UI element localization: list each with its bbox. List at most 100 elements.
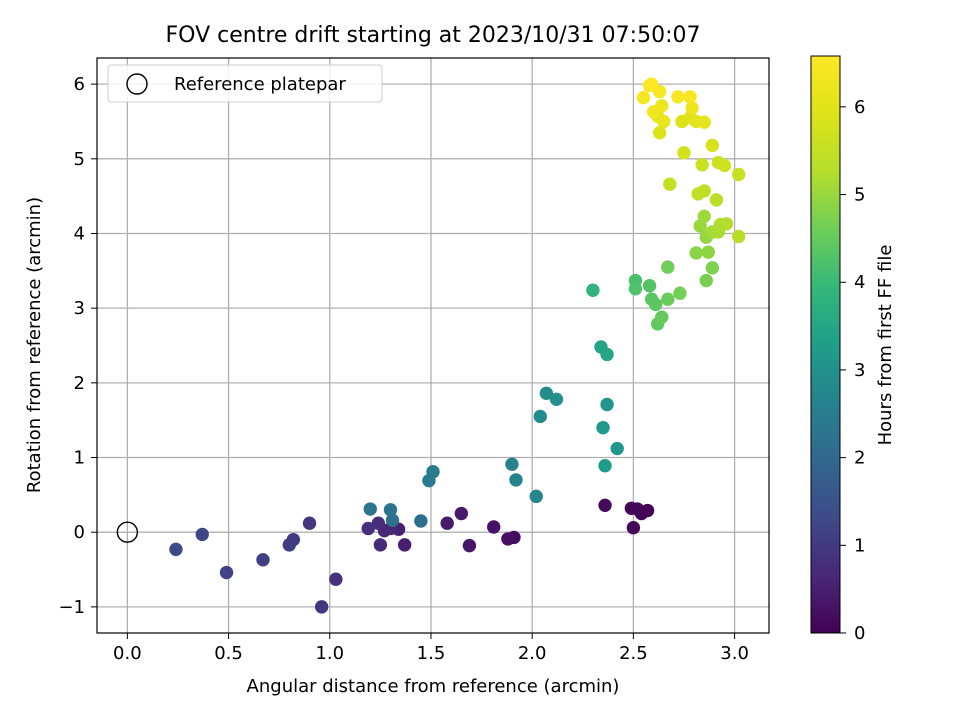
data-point <box>598 459 612 473</box>
data-point <box>610 441 624 456</box>
data-point <box>731 167 746 182</box>
grid <box>97 58 769 633</box>
plot-frame <box>96 57 770 634</box>
data-point <box>361 521 375 536</box>
y-axis-label: Rotation from reference (arcmin) <box>24 197 45 493</box>
x-tick-label: 1.5 <box>417 643 446 664</box>
data-point <box>539 386 554 400</box>
data-point <box>487 520 501 534</box>
data-point <box>661 292 675 306</box>
legend-label: Reference platepar <box>174 74 346 95</box>
data-point <box>600 397 614 412</box>
colorbar-label: Hours from first FF file <box>875 245 896 446</box>
y-tick-label: 5 <box>74 149 85 170</box>
colorbar: 0 1 2 3 4 5 6 Hours from first FF file <box>810 55 896 644</box>
data-point <box>705 138 720 153</box>
data-point <box>256 553 270 567</box>
colorbar-tick-label: 0 <box>854 623 865 644</box>
y-tick-label: 3 <box>74 298 85 319</box>
data-point <box>655 310 669 324</box>
data-point <box>169 542 183 557</box>
colorbar-gradient <box>810 55 841 634</box>
legend: Reference platepar <box>107 64 383 103</box>
legend-box <box>107 64 383 103</box>
data-point <box>371 516 386 530</box>
data-point <box>414 514 428 528</box>
x-axis-label: Angular distance from reference (arcmin) <box>247 676 620 697</box>
colorbar-tick-label: 6 <box>854 97 865 118</box>
x-tick-label: 3.0 <box>720 643 749 664</box>
data-point <box>701 245 715 259</box>
chart-title: FOV centre drift starting at 2023/10/31 … <box>166 23 701 48</box>
data-point <box>719 217 734 231</box>
data-point <box>652 125 667 140</box>
data-point <box>628 282 643 296</box>
data-point <box>454 506 469 521</box>
data-point <box>626 521 641 535</box>
data-point <box>661 260 675 274</box>
data-point <box>501 532 515 546</box>
data-point <box>529 489 543 504</box>
x-tick-label: 0.5 <box>214 643 243 664</box>
data-point <box>363 502 377 516</box>
data-point <box>636 90 651 105</box>
y-tick-label: 0 <box>74 522 85 543</box>
colorbar-tick-label: 5 <box>854 185 865 206</box>
data-point <box>302 516 317 530</box>
data-point <box>691 187 705 201</box>
data-point <box>697 115 711 129</box>
data-point <box>663 177 677 191</box>
y-tick-label: 2 <box>74 373 85 394</box>
colorbar-ticks: 0 1 2 3 4 5 6 <box>840 97 865 644</box>
legend-marker <box>126 73 148 95</box>
data-point <box>699 273 713 288</box>
colorbar-tick-label: 4 <box>854 272 865 293</box>
data-point <box>683 90 697 104</box>
data-point <box>385 513 400 527</box>
data-point <box>596 420 610 435</box>
data-point <box>314 600 329 614</box>
data-point <box>509 473 523 487</box>
data-point <box>462 538 477 553</box>
colorbar-tick-label: 2 <box>854 448 865 469</box>
data-point <box>644 77 659 91</box>
y-tick-label: 4 <box>74 223 85 244</box>
data-point <box>642 279 657 293</box>
data-point <box>195 527 209 542</box>
data-point <box>329 572 343 586</box>
data-point <box>426 465 440 479</box>
data-point <box>397 538 412 552</box>
data-point <box>671 90 685 104</box>
data-point <box>549 392 564 406</box>
y-tick-label: 1 <box>74 448 85 469</box>
colorbar-tick-label: 1 <box>854 535 865 556</box>
x-tick-label: 0.0 <box>113 643 142 664</box>
data-point <box>533 409 547 424</box>
data-point <box>505 457 519 471</box>
data-point <box>695 158 709 172</box>
data-point <box>731 229 746 244</box>
data-point <box>586 283 600 297</box>
data-point <box>598 498 612 513</box>
data-point <box>383 503 398 517</box>
y-tick-label: −1 <box>58 597 85 618</box>
reference-point <box>116 521 139 543</box>
data-point <box>624 501 639 515</box>
data-point <box>440 516 454 530</box>
data-point <box>282 538 296 552</box>
data-point <box>673 286 687 300</box>
data-point <box>373 538 388 552</box>
data-point <box>648 297 663 312</box>
data-point <box>689 246 703 260</box>
data-point <box>685 101 699 115</box>
data-point <box>219 565 234 580</box>
data-point <box>709 193 724 207</box>
x-tick-label: 2.0 <box>518 643 547 664</box>
axis-ticks: 0.0 0.5 1.0 1.5 2.0 2.5 3.0 −1 0 1 2 3 4 5 6 <box>58 74 748 664</box>
data-point <box>677 146 691 160</box>
scatter-points <box>116 77 746 614</box>
data-point <box>705 261 720 275</box>
data-point <box>600 347 614 362</box>
x-tick-label: 2.5 <box>619 643 648 664</box>
